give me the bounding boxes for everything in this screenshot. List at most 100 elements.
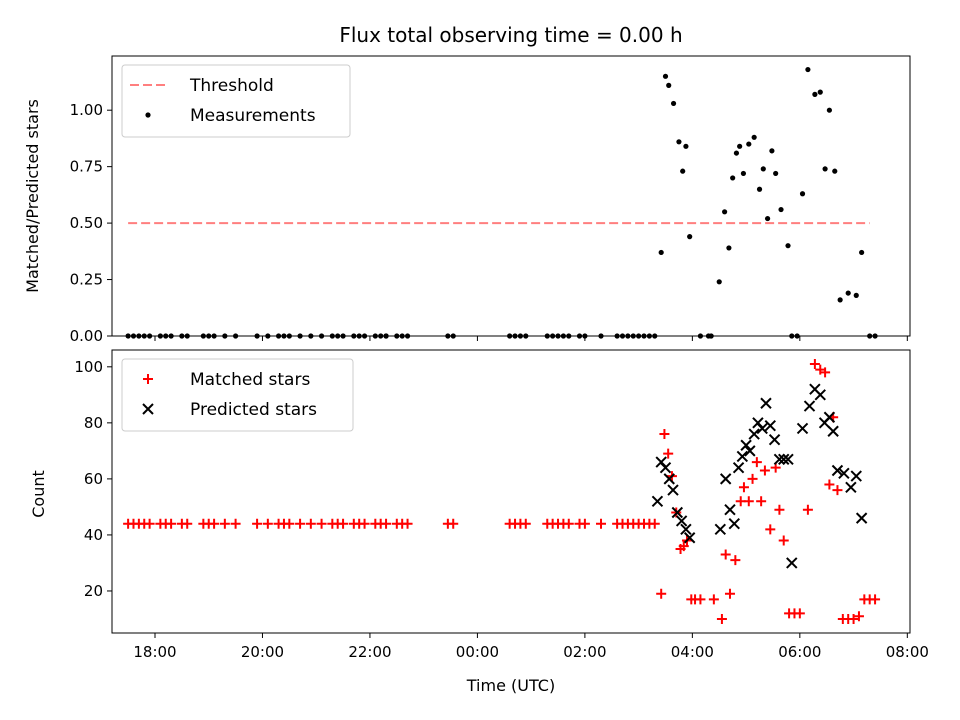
matched-star-point xyxy=(284,518,295,529)
predicted-star-point xyxy=(796,422,809,435)
predicted-star-point xyxy=(651,495,664,508)
y-tick-label: 0.50 xyxy=(70,214,103,232)
predicted-star-point xyxy=(855,512,868,524)
matched-star-point xyxy=(720,549,731,560)
predicted-star-point xyxy=(823,411,836,423)
matched-star-point xyxy=(809,359,820,370)
matched-star-point xyxy=(656,588,667,599)
y-tick-label: 0.00 xyxy=(70,327,103,345)
measurement-point xyxy=(737,143,743,149)
measurement-point xyxy=(845,290,851,296)
x-tick-label: 20:00 xyxy=(241,643,284,661)
x-tick-label: 02:00 xyxy=(563,643,606,661)
measurement-point xyxy=(666,82,672,88)
legend-label: Measurements xyxy=(190,106,316,126)
matched-star-point xyxy=(743,496,754,507)
predicted-star-point xyxy=(675,515,688,527)
matched-star-point xyxy=(820,367,831,378)
matched-star-point xyxy=(520,518,531,529)
measurement-point xyxy=(716,279,722,285)
matched-star-point xyxy=(774,504,785,515)
measurement-point xyxy=(764,215,771,222)
legend-measurement-swatch xyxy=(145,112,151,118)
matched-star-point xyxy=(695,594,706,605)
legend-predicted-swatch xyxy=(142,403,154,415)
matched-star-point xyxy=(832,485,843,496)
predicted-star-point xyxy=(748,428,760,440)
bottom-y-axis-label: Count xyxy=(29,470,48,518)
matched-star-point xyxy=(230,518,241,529)
legend-label: Predicted stars xyxy=(190,400,317,420)
legend-matched-swatch xyxy=(143,374,153,384)
matched-star-point xyxy=(305,518,316,529)
matched-star-point xyxy=(724,588,735,599)
measurement-point xyxy=(769,148,775,154)
measurement-point xyxy=(773,170,779,177)
predicted-star-point xyxy=(773,453,786,465)
predicted-star-point xyxy=(671,506,684,519)
measurement-point xyxy=(812,91,818,97)
matched-star-point xyxy=(778,535,789,546)
measurement-point xyxy=(837,297,843,303)
legend-label: Matched stars xyxy=(190,370,310,390)
matched-star-point xyxy=(708,594,719,605)
matched-star-point xyxy=(563,518,574,529)
y-tick-label: 0.25 xyxy=(70,271,103,289)
y-tick-label: 60 xyxy=(84,470,103,488)
predicted-star-point xyxy=(740,439,752,451)
x-axis-label: Time (UTC) xyxy=(466,676,555,695)
matched-star-point xyxy=(663,448,674,459)
matched-star-point xyxy=(853,611,864,622)
matched-star-point xyxy=(649,518,660,529)
predicted-star-point xyxy=(764,419,776,432)
matched-star-point xyxy=(802,504,813,515)
y-tick-label: 20 xyxy=(84,582,103,600)
matched-star-point xyxy=(870,594,881,605)
predicted-star-point xyxy=(778,453,790,465)
predicted-star-point xyxy=(659,461,672,474)
matched-star-point xyxy=(848,613,859,624)
predicted-star-point xyxy=(680,523,692,536)
predicted-star-point xyxy=(831,464,844,477)
y-tick-label: 80 xyxy=(84,414,103,432)
measurement-point xyxy=(799,191,806,197)
predicted-star-point xyxy=(760,397,772,409)
legend-label: Threshold xyxy=(189,76,274,96)
measurement-point xyxy=(859,249,865,256)
measurement-point xyxy=(832,168,838,174)
count-panel: 18:00 20:00 22:00 00:00 02:00 04:00 06:00 08:00… xyxy=(74,349,929,661)
predicted-star-point xyxy=(814,389,826,401)
matched-star-point xyxy=(678,541,689,552)
y-tick-label: 1.00 xyxy=(70,101,103,119)
predicted-star-point xyxy=(736,450,749,463)
matched-star-point xyxy=(381,518,392,529)
matched-star-point xyxy=(295,518,306,529)
measurement-point xyxy=(680,168,686,174)
measurement-point xyxy=(826,107,832,113)
predicted-star-point xyxy=(667,484,679,496)
matched-star-point xyxy=(759,465,770,476)
matched-star-point xyxy=(359,518,370,529)
measurement-point xyxy=(785,243,791,249)
x-tick-label: 18:00 xyxy=(133,643,176,661)
top-y-axis-label: Matched/Predicted stars xyxy=(23,99,42,293)
figure-title: Flux total observing time = 0.00 h xyxy=(339,23,682,47)
measurement-point xyxy=(687,234,693,240)
measurement-point xyxy=(722,209,728,215)
predicted-star-point xyxy=(744,445,756,457)
x-tick-label: 04:00 xyxy=(671,643,714,661)
measurement-point xyxy=(730,175,736,181)
measurement-point xyxy=(683,143,689,149)
measurement-point xyxy=(746,141,752,147)
matched-star-point xyxy=(219,518,230,529)
predicted-star-point xyxy=(719,473,732,485)
matched-star-point xyxy=(730,555,741,566)
predicted-star-point xyxy=(683,532,696,544)
matched-star-point xyxy=(659,429,670,440)
predicted-star-point xyxy=(803,400,816,412)
measurement-point xyxy=(662,73,669,79)
measurement-point xyxy=(805,66,811,73)
matched-star-point xyxy=(756,496,767,507)
legend-box xyxy=(121,358,354,432)
predicted-star-point xyxy=(768,433,781,446)
